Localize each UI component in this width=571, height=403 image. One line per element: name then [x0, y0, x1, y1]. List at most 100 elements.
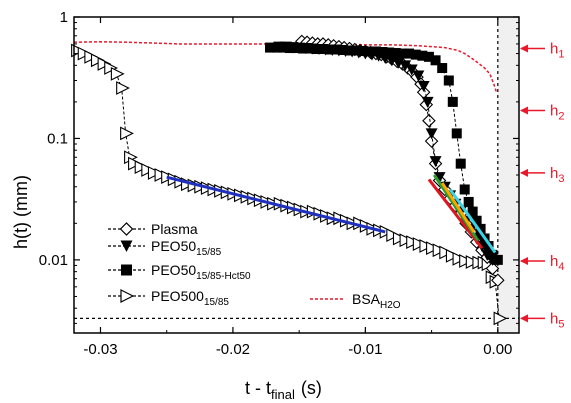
series-3-point [90, 53, 105, 68]
series-0-point [491, 273, 505, 288]
h-level-annotations: h1 h2 h3 h4 h5 [520, 41, 564, 330]
legend-entry-peo500: PEO50015/85 [108, 288, 229, 308]
y-axis-label: h(t) (mm) [11, 175, 31, 249]
series-1-point [429, 156, 442, 168]
series-3-point [432, 243, 447, 258]
series-3-point [386, 228, 401, 242]
legend-label-plasma: Plasma [151, 221, 198, 237]
h-level-label: h5 [550, 310, 564, 330]
x-tick-label: -0.01 [348, 341, 382, 358]
series-1-point [486, 254, 499, 266]
series-3-point [399, 233, 414, 248]
legend-marker-square [121, 264, 132, 276]
axes: -0.03 -0.02 -0.01 0.00 0.01 0.1 1 [39, 9, 519, 358]
legend-marker-triangle-down [120, 240, 133, 252]
series-2-point [483, 241, 494, 252]
h-level-label: h1 [550, 41, 564, 61]
series-3-point [493, 311, 508, 326]
fit-line-3 [440, 182, 476, 233]
x-tick-label: 0.00 [483, 341, 512, 358]
series-2-point [447, 96, 458, 107]
series-1-point [425, 128, 438, 140]
legend-label-peo50-hct50: PEO5015/85-Hct50 [151, 262, 251, 282]
series-1-point [405, 64, 418, 76]
legend-entry-bsa: BSAH2O [310, 291, 401, 311]
h-arrow-head [520, 106, 528, 115]
series-3-point [154, 168, 169, 182]
series-1-point [417, 81, 430, 93]
h-level-label: h4 [550, 253, 564, 273]
series-0-point [424, 134, 439, 148]
legend-label-peo50: PEO5015/85 [151, 238, 222, 258]
series-2-point [451, 128, 462, 139]
series-3-point [412, 237, 427, 251]
series-3-point [465, 255, 480, 269]
series-3-point [452, 251, 467, 266]
series-3-point [77, 46, 92, 61]
legend-entry-peo50-hct50: PEO5015/85-Hct50 [108, 262, 251, 282]
series-2-point [459, 184, 470, 195]
series-2-point [265, 42, 276, 53]
fit-line-4 [448, 188, 497, 254]
series-3-point [439, 245, 454, 260]
series-3-point [120, 126, 134, 141]
h-level-label: h3 [550, 165, 564, 185]
x-axis-label-sub: final [271, 387, 295, 402]
series-3-point [104, 61, 118, 75]
series-2-point [384, 47, 395, 58]
series-1-point [421, 96, 434, 108]
y-tick-label: 0.1 [47, 130, 68, 147]
legend-label-bsa: BSAH2O [352, 291, 401, 311]
shaded-region [497, 17, 519, 333]
series-2-point [437, 63, 448, 74]
legend-label-peo500: PEO50015/85 [151, 288, 229, 308]
legend-entry-plasma: Plasma [108, 221, 198, 237]
series-2-point [471, 215, 482, 226]
series-2-point [430, 55, 441, 66]
fit-line-1 [427, 178, 484, 250]
series-2-point [410, 49, 421, 60]
series-3-point [459, 254, 473, 268]
series-2-point [467, 206, 478, 217]
series-3-point [419, 239, 434, 253]
x-axis-label-main: t - t [245, 378, 271, 398]
series-3-point [392, 231, 407, 246]
series-3-point [116, 81, 130, 95]
series-2-point [397, 48, 408, 59]
series-3-point [134, 160, 149, 175]
series-2-point [390, 48, 401, 59]
series-2-point [417, 50, 428, 61]
series-3-point [141, 163, 156, 177]
y-tick-label: 0.01 [39, 252, 68, 269]
h-arrow-head [520, 168, 528, 177]
h-arrow-head [520, 256, 528, 265]
legend-marker-diamond [119, 222, 134, 236]
legend-marker-triangle-right [120, 289, 135, 303]
legend-entry-peo50: PEO5015/85 [108, 238, 222, 258]
h-level-label: h2 [550, 102, 564, 122]
series-0-point [422, 113, 436, 128]
series-0-point [485, 261, 500, 276]
series-3-point [445, 248, 460, 263]
plot-area [71, 17, 519, 333]
series-3-point [426, 241, 440, 256]
series-3-point [147, 166, 162, 180]
x-tick-label: -0.02 [216, 341, 250, 358]
series-2-point [404, 48, 415, 59]
series-2-point [423, 51, 434, 62]
x-tick-label: -0.03 [83, 341, 117, 358]
series-2-point [475, 223, 486, 234]
series-3-point [110, 67, 125, 81]
series-2-point [463, 196, 474, 207]
h-arrow-head [520, 44, 528, 53]
series-3-point [84, 49, 99, 64]
series-2-point [492, 254, 503, 265]
series-2-point [443, 75, 454, 86]
bsa-curve [73, 41, 498, 93]
series-3-point [97, 57, 112, 71]
series-3-point [406, 235, 420, 250]
x-axis-label-unit: (s) [301, 378, 322, 398]
x-axis-label: t - tfinal (s) [245, 378, 322, 402]
series-1-point [412, 70, 425, 82]
